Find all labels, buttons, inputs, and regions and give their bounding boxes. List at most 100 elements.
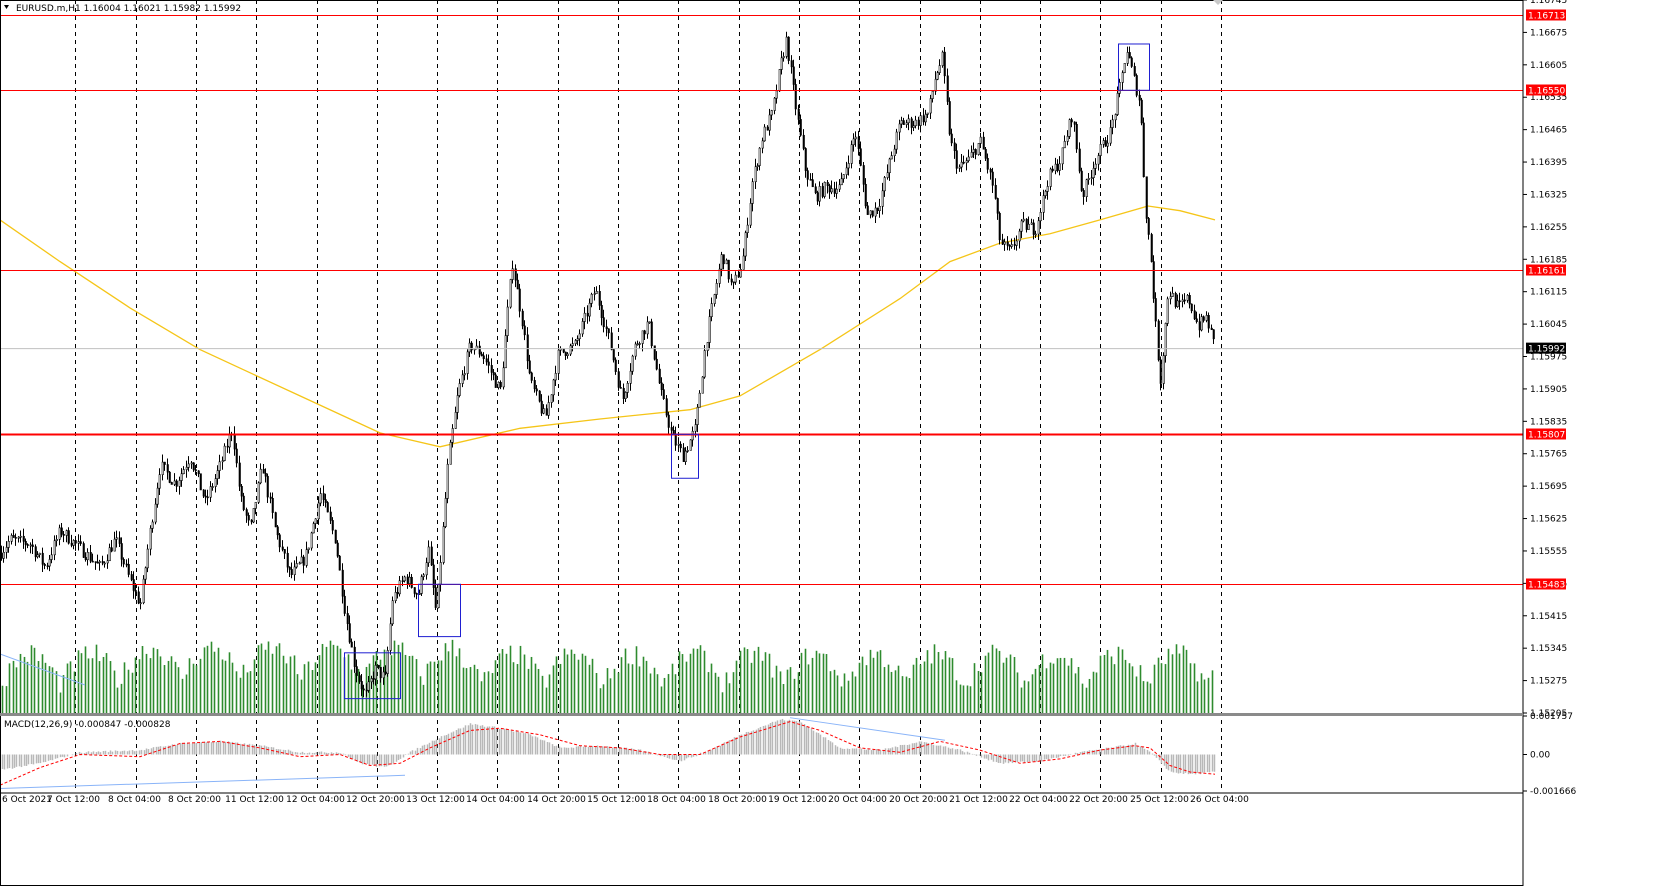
x-tick-label: 25 Oct 12:00 [1130,795,1189,805]
candle-body [1116,92,1119,115]
candle-body [1094,163,1097,169]
candle-body [353,646,356,667]
candle-body [780,57,783,70]
candle-body [1034,233,1037,236]
candle-body [58,527,61,540]
candle-body [206,496,209,499]
candle-body [866,205,869,215]
x-tick-label: 12 Oct 20:00 [346,795,405,805]
x-tick-label: 19 Oct 12:00 [768,795,827,805]
highlight-box[interactable] [1118,43,1150,91]
candle-body [691,430,694,441]
candle-body [578,333,581,340]
candle-body [602,317,605,328]
candle-body [960,161,963,168]
candle-body [974,149,977,155]
candle-body [883,177,886,192]
candle-body [948,101,951,135]
candle-body [773,97,776,111]
candle-body [533,380,536,390]
candle-body [610,332,613,350]
candle-body [396,592,399,595]
candle-body [1202,316,1205,321]
candle-body [242,495,245,510]
candle-body [245,509,248,516]
candle-body [799,119,802,136]
candle-body [300,556,303,564]
candle-body [1030,222,1033,225]
candle-body [722,254,725,265]
candle-body [934,78,937,92]
candle-body [991,171,994,186]
candle-body [910,118,913,128]
level-price-label: 1.16550 [1528,87,1565,97]
candle-body [694,424,697,432]
dropdown-arrow-icon[interactable] [4,5,9,9]
candle-body [446,463,449,499]
candle-body [893,148,896,156]
highlight-box[interactable] [671,433,699,479]
macd-trendline-resistance[interactable] [789,717,946,741]
y-tick-label: 1.16675 [1530,28,1567,38]
candle-body [2,551,5,559]
candle-body [782,56,785,59]
candle-body [590,293,593,304]
candle-body [1078,148,1081,172]
candle-body [96,561,99,564]
candle-body [192,462,195,470]
candle-body [497,381,500,388]
chart-shift-icon[interactable] [1213,0,1223,5]
candle-body [19,535,22,538]
candle-body [737,274,740,278]
candle-body [535,388,538,392]
candle-body [326,502,329,513]
highlight-box[interactable] [418,583,461,638]
candle-body [1133,66,1136,76]
candle-body [142,578,145,604]
candle-body [1097,155,1100,165]
candle-body [941,51,944,66]
candle-body [439,562,442,585]
candle-body [41,552,44,565]
candle-body [756,165,759,167]
candle-body [113,538,116,552]
candle-body [1061,147,1064,165]
candle-body [552,379,555,396]
candle-body [569,345,572,355]
trendline[interactable] [0,653,86,686]
candle-body [1140,99,1143,124]
candle-body [1178,300,1181,303]
macd-trendline-support[interactable] [0,774,406,789]
candle-body [168,471,171,483]
candle-body [235,448,238,464]
candle-body [401,580,404,583]
candle-body [319,493,322,504]
candle-body [406,576,409,584]
y-tick-label: 1.16605 [1530,61,1567,71]
candle-body [1166,298,1169,324]
candle-body [65,530,68,536]
level-price-tag [1526,578,1566,590]
candle-body [962,161,965,164]
candle-body [523,325,526,336]
candle-body [12,535,15,538]
candle-body [526,334,529,362]
candle-body [360,681,363,690]
candle-body [1056,163,1059,171]
candle-body [667,414,670,428]
candle-body [1207,315,1210,329]
candle-body [900,120,903,125]
candle-body [917,119,920,126]
candle-body [108,547,111,562]
candle-body [713,294,716,304]
candle-body [864,183,867,207]
candle-body [334,529,337,544]
candle-body [94,561,97,563]
candle-body [648,321,651,324]
candle-body [50,554,53,560]
candle-body [686,450,689,452]
candle-body [233,433,236,450]
candle-body [842,174,845,180]
highlight-box[interactable] [344,652,401,700]
